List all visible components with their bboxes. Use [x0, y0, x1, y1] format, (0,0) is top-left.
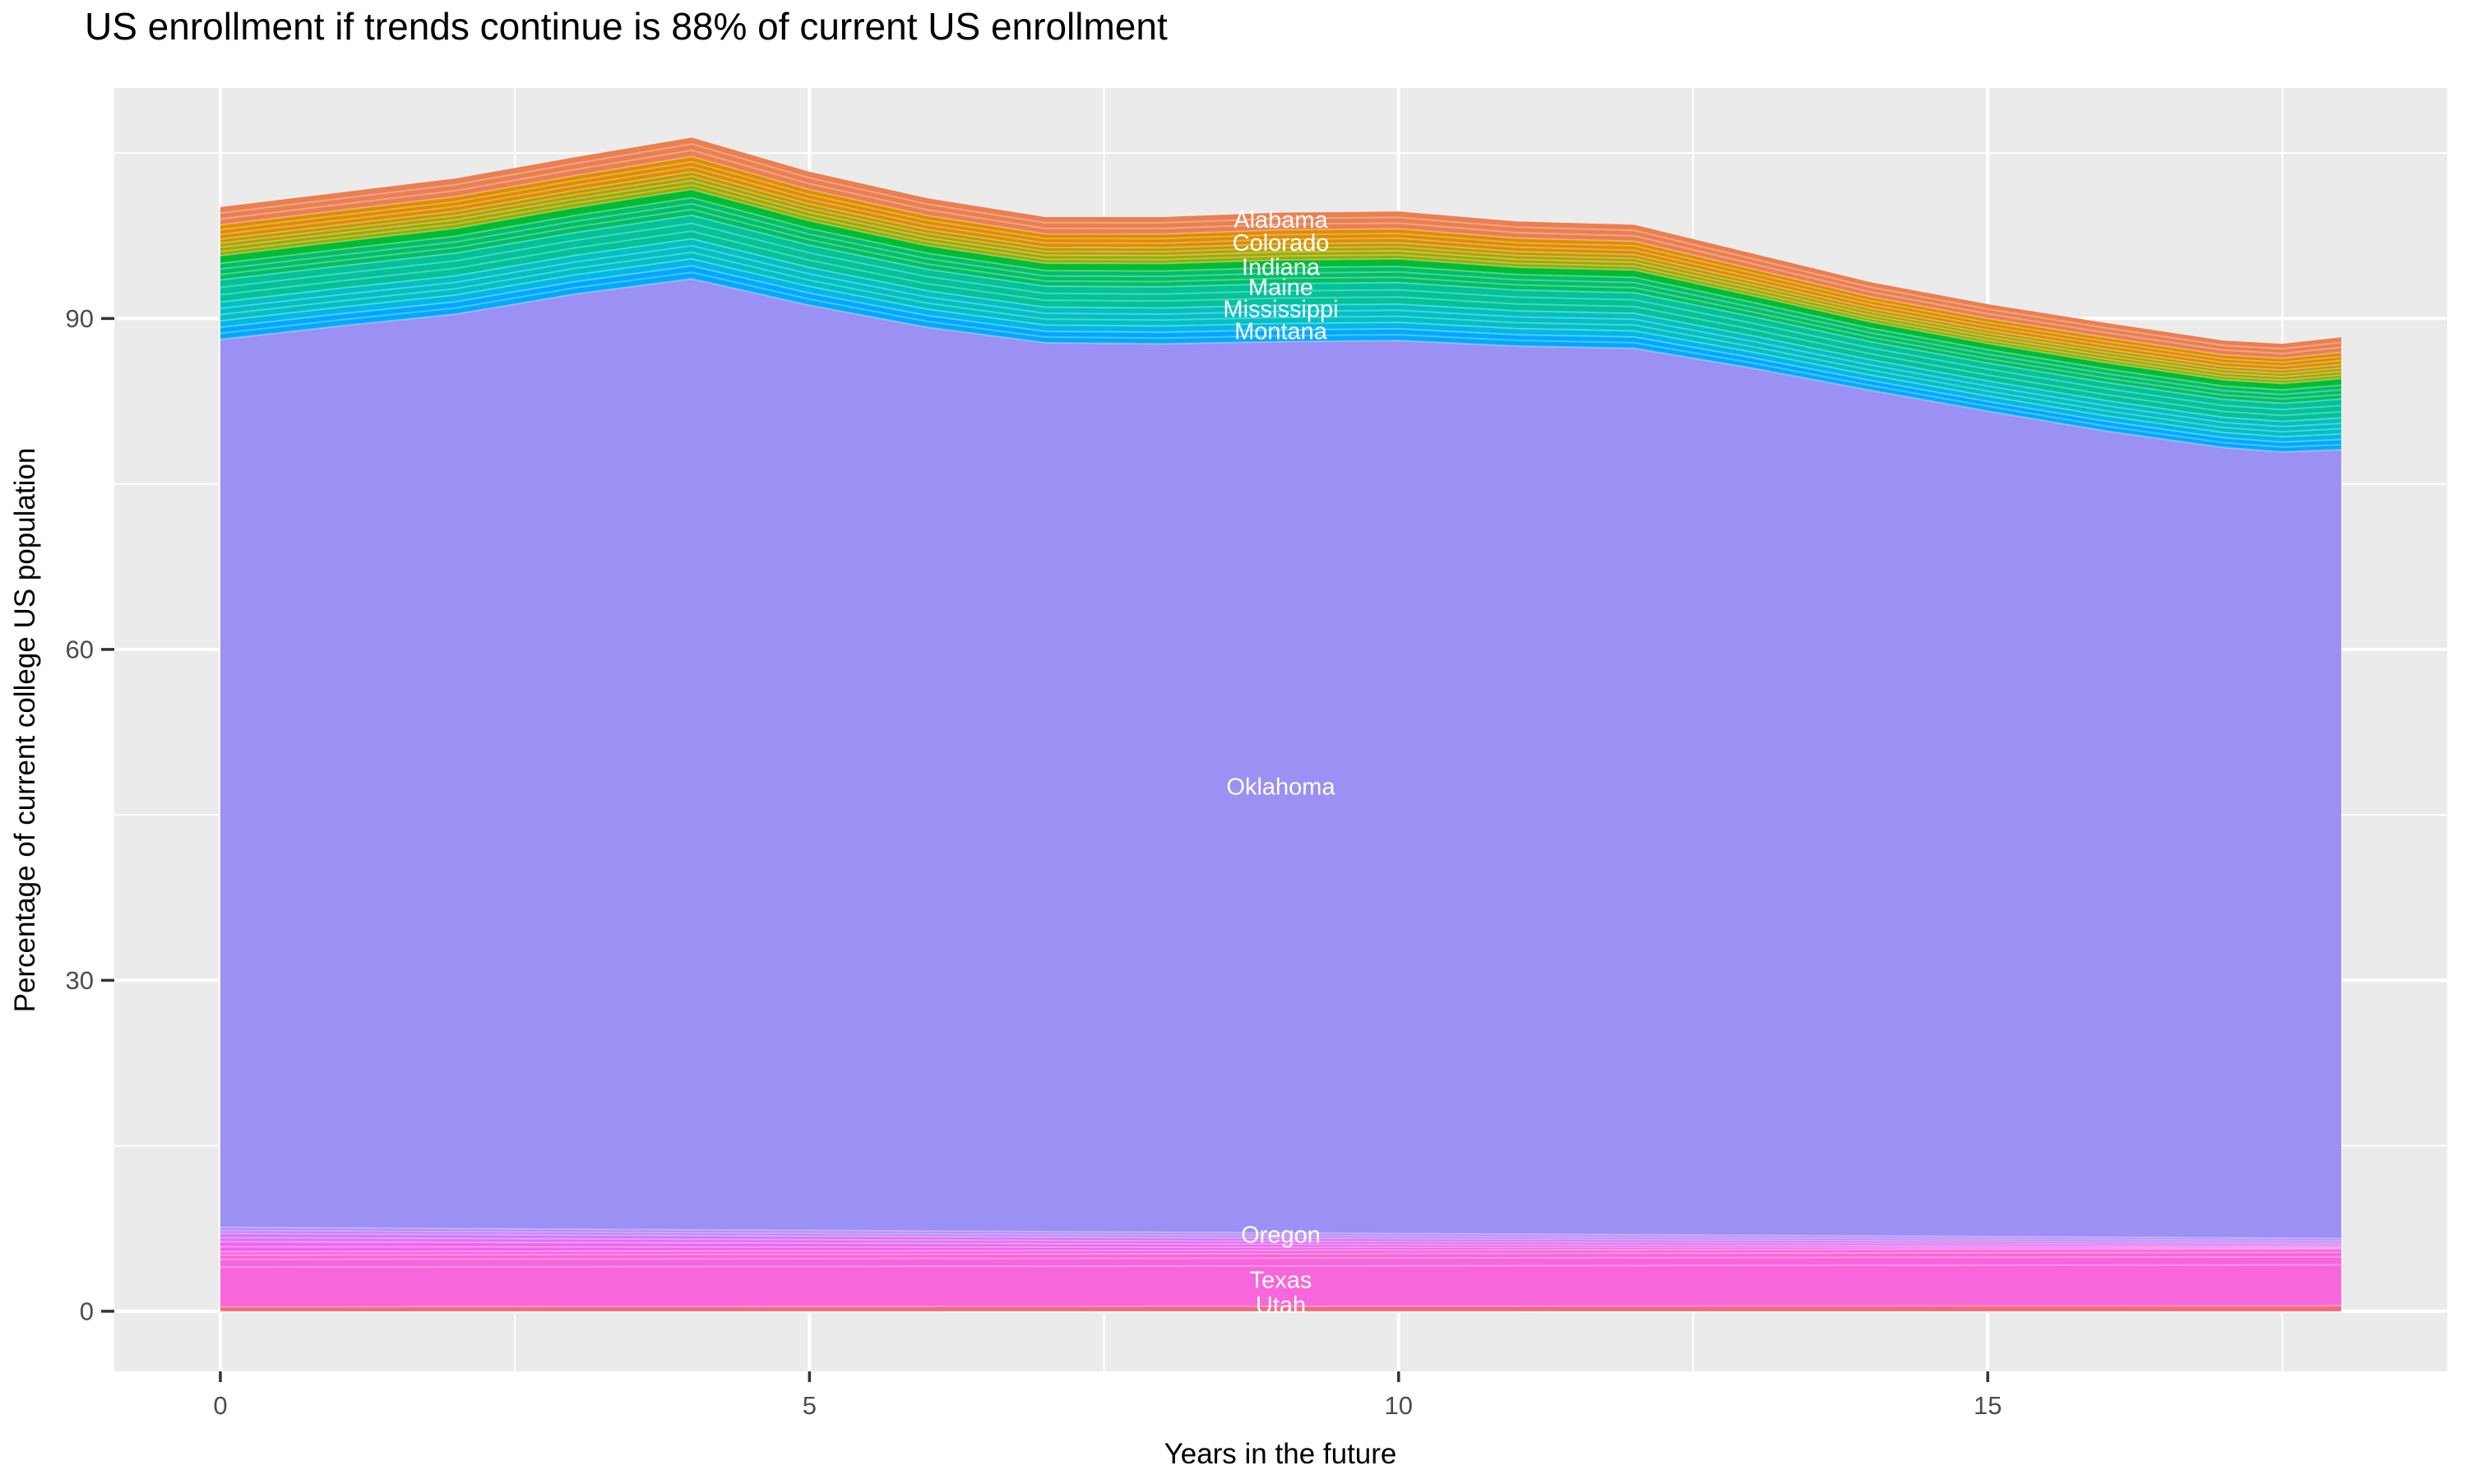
band-separator-line	[220, 155, 2342, 359]
area-label-oregon: Oregon	[1241, 1222, 1321, 1248]
area-label-colorado: Colorado	[1233, 230, 1330, 257]
band-inner-line	[220, 1229, 2342, 1242]
band-inner-line	[220, 143, 2342, 350]
band-inner-line	[220, 202, 2342, 395]
band-inner-line	[220, 1264, 2342, 1269]
band-inner-line	[220, 165, 2342, 368]
area-band-state-13	[220, 171, 2342, 377]
band-separator-line	[220, 196, 2342, 391]
area-band-alabama	[220, 137, 2342, 358]
band-separator-line	[220, 278, 2342, 453]
band-separator-line	[220, 265, 2342, 443]
x-axis-title: Years in the future	[1164, 1438, 1397, 1470]
area-band-mississippi	[220, 238, 2342, 437]
band-inner-line	[220, 1255, 2342, 1260]
band-inner-line	[220, 184, 2342, 381]
band-inner-line	[220, 1246, 2342, 1249]
area-band-oregon	[220, 1227, 2342, 1243]
area-label-montana: Montana	[1234, 319, 1328, 345]
area-band-state-2	[220, 1241, 2342, 1252]
band-separator-line	[220, 257, 2342, 438]
band-inner-line	[220, 222, 2342, 411]
band-separator-line	[220, 179, 2342, 378]
band-separator-line	[220, 1241, 2342, 1248]
band-separator-line	[220, 188, 2342, 385]
area-band-state-11	[220, 189, 2342, 391]
area-band-montana	[220, 266, 2342, 452]
band-inner-line	[220, 175, 2342, 375]
area-band-state-3	[220, 1233, 2342, 1247]
x-tick-label: 15	[1974, 1391, 2002, 1420]
y-axis-title: Percentage of current college US populat…	[9, 448, 41, 1013]
band-inner-line	[220, 149, 2342, 355]
area-label-maine: Maine	[1248, 275, 1313, 301]
band-inner-line	[220, 244, 2342, 428]
y-tick-label: 90	[66, 304, 94, 333]
band-separator-line	[220, 238, 2342, 423]
area-label-mississippi: Mississippi	[1223, 297, 1338, 323]
y-tick-label: 30	[66, 966, 94, 995]
area-band-indiana	[220, 180, 2342, 384]
area-label-texas: Texas	[1250, 1267, 1312, 1293]
x-tick-label: 10	[1385, 1391, 1413, 1420]
band-inner-line	[220, 160, 2342, 363]
band-inner-line	[220, 1251, 2342, 1256]
area-band-maine	[220, 215, 2342, 422]
band-separator-line	[220, 1248, 2342, 1253]
band-inner-line	[220, 208, 2342, 400]
area-band-oklahoma	[220, 279, 2342, 1239]
y-tick-label: 0	[80, 1297, 94, 1325]
band-inner-line	[220, 271, 2342, 448]
chart-title: US enrollment if trends continue is 88% …	[85, 5, 1168, 48]
area-band-colorado	[220, 156, 2342, 371]
area-band-texas	[220, 1249, 2342, 1307]
area-band-state-10	[220, 197, 2342, 404]
band-inner-line	[220, 251, 2342, 433]
band-separator-line	[220, 214, 2342, 405]
band-inner-line	[220, 230, 2342, 417]
area-label-oklahoma: Oklahoma	[1226, 774, 1335, 801]
x-tick-label: 5	[803, 1391, 817, 1420]
band-inner-line	[220, 1237, 2342, 1246]
area-label-utah: Utah	[1256, 1292, 1306, 1319]
area-band-state-7	[220, 258, 2342, 442]
y-tick-label: 60	[66, 635, 94, 663]
area-label-alabama: Alabama	[1234, 207, 1328, 233]
area-band-utah	[220, 1306, 2342, 1311]
area-label-indiana: Indiana	[1242, 255, 1321, 281]
x-tick-label: 0	[213, 1391, 227, 1420]
band-separator-line	[220, 170, 2342, 372]
band-separator-line	[220, 1226, 2342, 1240]
plot-panel-layer: AlabamaColoradoIndianaMaineMississippiMo…	[66, 88, 2447, 1420]
band-separator-line	[220, 1232, 2342, 1244]
